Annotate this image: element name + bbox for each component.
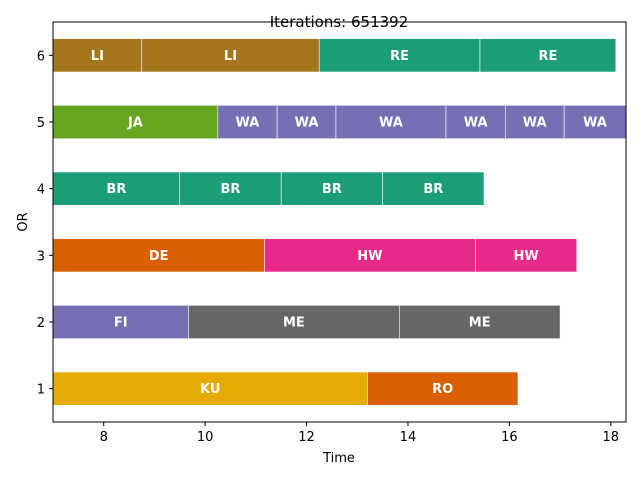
task-bar-me (399, 305, 561, 339)
task-label: RE (390, 49, 409, 64)
x-axis-title: Time (322, 451, 355, 466)
task-label: JA (127, 116, 143, 131)
task-bar-re (479, 38, 617, 73)
task-label: WA (295, 116, 319, 131)
task-label: HW (357, 249, 382, 264)
task-bar-ja (52, 105, 219, 139)
x-tick-label: 8 (100, 430, 108, 445)
x-tick-label: 18 (603, 430, 620, 445)
task-label: WA (464, 116, 488, 131)
task-label: RO (432, 382, 453, 397)
task-label: KU (200, 382, 220, 397)
task-label: RE (538, 49, 557, 64)
y-tick-label: 5 (37, 116, 45, 131)
x-axis: 8 10 12 14 16 18 (100, 422, 619, 445)
task-bar-wa (335, 105, 447, 139)
task-bar-br (179, 171, 282, 206)
task-label: BR (423, 182, 443, 197)
task-label: BR (221, 182, 241, 197)
task-label: BR (322, 182, 342, 197)
task-bar-br (382, 171, 485, 206)
task-bar-hw (475, 238, 578, 273)
task-label: ME (469, 316, 491, 331)
y-tick-label: 2 (37, 316, 45, 331)
task-label: WA (379, 116, 403, 131)
task-label: HW (513, 249, 538, 264)
task-label: BR (106, 182, 126, 197)
task-bar-ku (52, 371, 368, 406)
task-label: FI (114, 316, 128, 331)
task-bar-wa (563, 105, 627, 139)
y-axis-title: OR (16, 212, 31, 231)
y-tick-label: 4 (37, 183, 45, 198)
task-bar-wa (217, 105, 278, 139)
task-label: WA (523, 116, 547, 131)
task-label: LI (224, 49, 237, 64)
y-axis: 1 2 3 4 5 6 (37, 49, 53, 398)
task-bar-fi (52, 305, 189, 339)
x-tick-label: 14 (400, 430, 417, 445)
x-tick-label: 16 (501, 430, 518, 445)
y-tick-label: 3 (37, 249, 45, 264)
task-bar-wa (445, 105, 506, 139)
task-bar-br (52, 171, 181, 206)
task-label: ME (283, 316, 305, 331)
task-bar-ro (367, 371, 519, 406)
plot-frame (52, 21, 627, 423)
task-label: LI (91, 49, 104, 64)
task-bar-wa (505, 105, 565, 139)
task-bar-li (141, 38, 320, 73)
task-label: WA (236, 116, 260, 131)
x-tick-label: 12 (298, 430, 315, 445)
task-label: WA (583, 116, 607, 131)
task-label: DE (149, 249, 169, 264)
task-bar-br (280, 171, 383, 206)
task-bar-wa (276, 105, 337, 139)
y-tick-label: 6 (37, 49, 45, 64)
y-tick-label: 1 (37, 383, 45, 398)
bars-layer: LI LI RE RE JA WA WA WA WA WA WA BR BR BR BR DE HW HW FI ME… (52, 38, 627, 406)
x-tick-label: 10 (197, 430, 214, 445)
